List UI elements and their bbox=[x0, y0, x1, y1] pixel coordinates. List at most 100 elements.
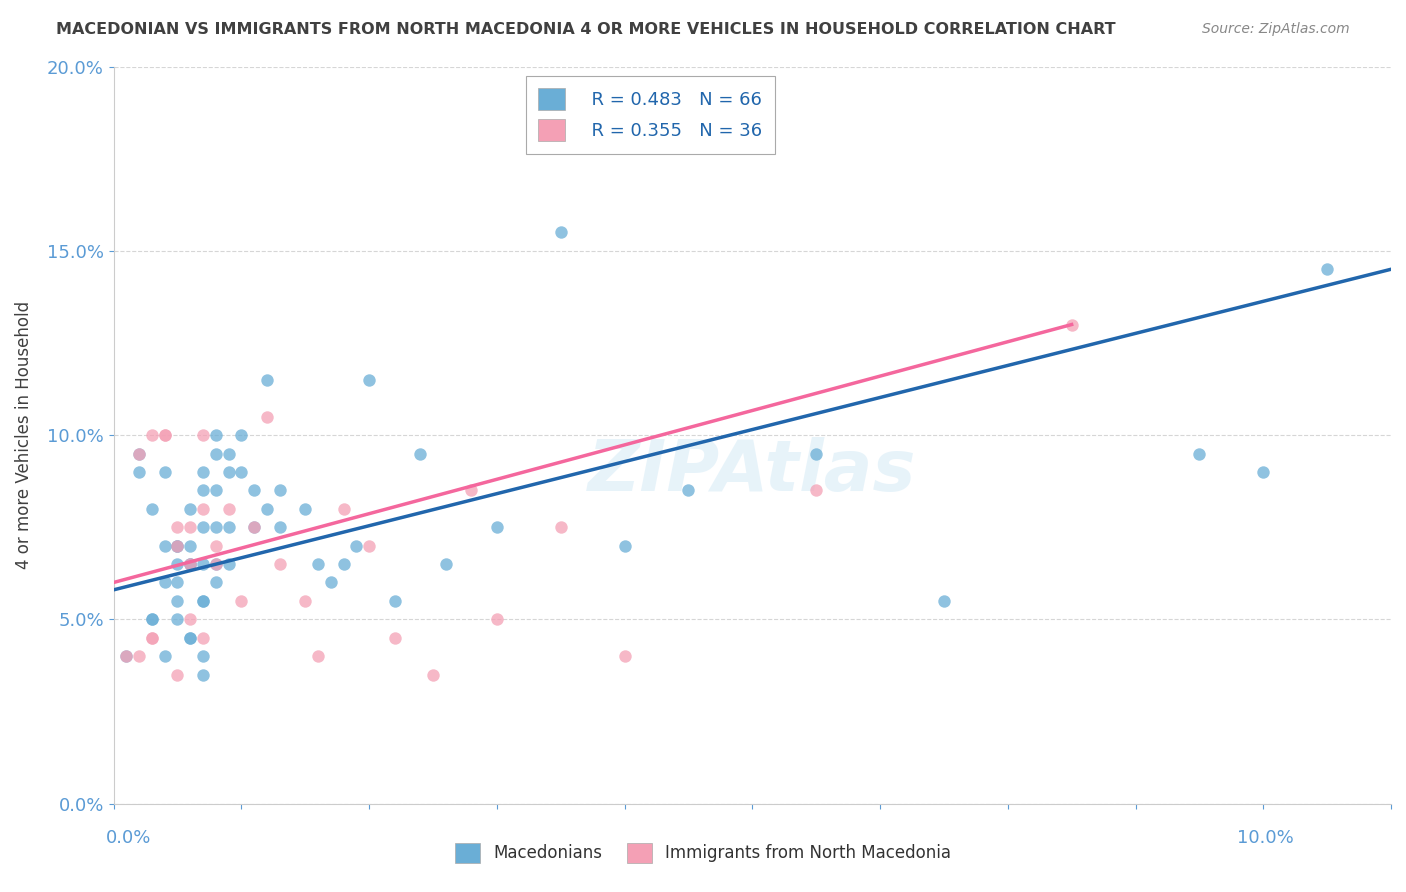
Point bbox=[153, 539, 176, 553]
Point bbox=[191, 649, 214, 664]
Point bbox=[332, 557, 354, 571]
Point bbox=[1316, 262, 1339, 277]
Point bbox=[218, 465, 240, 479]
Point bbox=[204, 483, 226, 498]
Point bbox=[204, 557, 226, 571]
Legend: Macedonians, Immigrants from North Macedonia: Macedonians, Immigrants from North Maced… bbox=[443, 831, 963, 875]
Point bbox=[204, 520, 226, 534]
Point bbox=[384, 594, 406, 608]
Point bbox=[179, 539, 201, 553]
Point bbox=[204, 428, 226, 442]
Point bbox=[204, 539, 226, 553]
Point bbox=[141, 612, 163, 626]
Point bbox=[804, 483, 827, 498]
Text: MACEDONIAN VS IMMIGRANTS FROM NORTH MACEDONIA 4 OR MORE VEHICLES IN HOUSEHOLD CO: MACEDONIAN VS IMMIGRANTS FROM NORTH MACE… bbox=[56, 22, 1116, 37]
Point bbox=[191, 594, 214, 608]
Point bbox=[153, 575, 176, 590]
Text: 0.0%: 0.0% bbox=[105, 829, 150, 847]
Point bbox=[128, 465, 150, 479]
Point bbox=[409, 446, 432, 460]
Point bbox=[141, 428, 163, 442]
Point bbox=[115, 649, 138, 664]
Point bbox=[256, 501, 278, 516]
Point bbox=[804, 446, 827, 460]
Point bbox=[231, 428, 253, 442]
Point bbox=[218, 501, 240, 516]
Point bbox=[485, 612, 508, 626]
Point bbox=[460, 483, 482, 498]
Point bbox=[294, 501, 316, 516]
Point bbox=[243, 520, 266, 534]
Point bbox=[550, 520, 572, 534]
Point bbox=[153, 428, 176, 442]
Point bbox=[179, 520, 201, 534]
Point bbox=[166, 575, 188, 590]
Point bbox=[191, 465, 214, 479]
Point bbox=[141, 631, 163, 645]
Text: Source: ZipAtlas.com: Source: ZipAtlas.com bbox=[1202, 22, 1350, 37]
Point bbox=[166, 557, 188, 571]
Point bbox=[191, 557, 214, 571]
Point bbox=[613, 649, 636, 664]
Point bbox=[344, 539, 367, 553]
Point bbox=[307, 557, 329, 571]
Point bbox=[128, 649, 150, 664]
Point bbox=[932, 594, 955, 608]
Point bbox=[269, 520, 291, 534]
Point bbox=[231, 465, 253, 479]
Point bbox=[179, 501, 201, 516]
Point bbox=[1060, 318, 1083, 332]
Point bbox=[319, 575, 342, 590]
Point bbox=[191, 631, 214, 645]
Point bbox=[384, 631, 406, 645]
Point bbox=[269, 483, 291, 498]
Point bbox=[204, 557, 226, 571]
Point bbox=[153, 649, 176, 664]
Text: 10.0%: 10.0% bbox=[1237, 829, 1294, 847]
Point bbox=[243, 520, 266, 534]
Point bbox=[191, 594, 214, 608]
Point bbox=[485, 520, 508, 534]
Point bbox=[115, 649, 138, 664]
Point bbox=[422, 667, 444, 681]
Point bbox=[218, 520, 240, 534]
Point bbox=[166, 539, 188, 553]
Point bbox=[332, 501, 354, 516]
Point bbox=[153, 428, 176, 442]
Point bbox=[166, 667, 188, 681]
Point bbox=[359, 373, 381, 387]
Point bbox=[166, 594, 188, 608]
Point bbox=[141, 631, 163, 645]
Point bbox=[307, 649, 329, 664]
Point bbox=[218, 446, 240, 460]
Point bbox=[191, 501, 214, 516]
Point bbox=[128, 446, 150, 460]
Point bbox=[256, 409, 278, 424]
Point bbox=[179, 557, 201, 571]
Text: ZIPAtlas: ZIPAtlas bbox=[588, 437, 917, 507]
Point bbox=[191, 428, 214, 442]
Point bbox=[179, 557, 201, 571]
Point bbox=[179, 631, 201, 645]
Point bbox=[166, 539, 188, 553]
Legend:   R = 0.483   N = 66,   R = 0.355   N = 36: R = 0.483 N = 66, R = 0.355 N = 36 bbox=[526, 76, 775, 154]
Point bbox=[550, 226, 572, 240]
Point bbox=[128, 446, 150, 460]
Point bbox=[434, 557, 457, 571]
Point bbox=[141, 612, 163, 626]
Point bbox=[231, 594, 253, 608]
Point bbox=[359, 539, 381, 553]
Point bbox=[166, 612, 188, 626]
Point bbox=[294, 594, 316, 608]
Point bbox=[191, 667, 214, 681]
Point bbox=[204, 446, 226, 460]
Point bbox=[191, 483, 214, 498]
Point bbox=[678, 483, 700, 498]
Point bbox=[243, 483, 266, 498]
Point bbox=[1251, 465, 1274, 479]
Point bbox=[179, 557, 201, 571]
Point bbox=[191, 520, 214, 534]
Point bbox=[166, 539, 188, 553]
Point bbox=[141, 501, 163, 516]
Point bbox=[153, 465, 176, 479]
